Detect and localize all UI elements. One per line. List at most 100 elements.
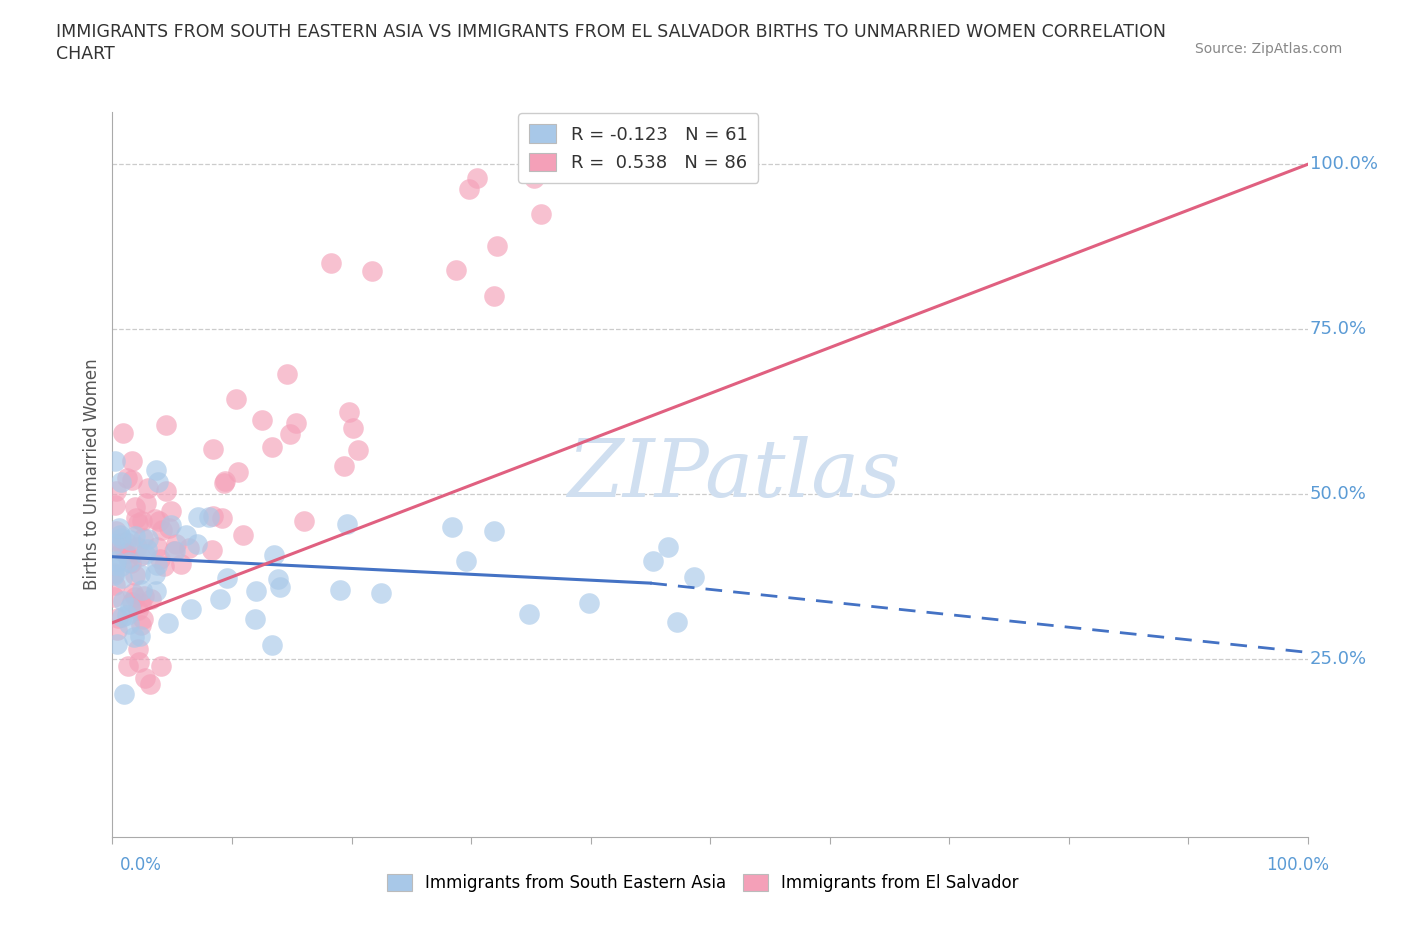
- Point: [146, 474, 169, 489]
- Point: [169, 557, 191, 572]
- Point: [482, 524, 505, 538]
- Point: [292, 514, 315, 529]
- Point: [148, 513, 170, 528]
- Point: [110, 530, 132, 545]
- Point: [104, 483, 127, 498]
- Point: [114, 545, 136, 560]
- Point: [135, 495, 157, 510]
- Point: [666, 615, 689, 630]
- Point: [112, 426, 135, 441]
- Point: [149, 551, 172, 566]
- Point: [457, 182, 479, 197]
- Legend: Immigrants from South Eastern Asia, Immigrants from El Salvador: Immigrants from South Eastern Asia, Immi…: [381, 867, 1025, 898]
- Legend: R = -0.123   N = 61, R =  0.538   N = 86: R = -0.123 N = 61, R = 0.538 N = 86: [519, 113, 758, 183]
- Point: [159, 503, 181, 518]
- Text: CHART: CHART: [56, 45, 115, 62]
- Point: [643, 553, 665, 568]
- Point: [134, 671, 156, 685]
- Point: [139, 591, 162, 606]
- Point: [118, 617, 141, 631]
- Point: [124, 528, 146, 543]
- Point: [370, 586, 392, 601]
- Point: [104, 578, 127, 592]
- Point: [250, 412, 273, 427]
- Point: [136, 532, 159, 547]
- Point: [111, 610, 134, 625]
- Point: [127, 516, 149, 531]
- Point: [111, 539, 134, 554]
- Point: [115, 535, 138, 550]
- Point: [217, 571, 239, 586]
- Point: [361, 263, 384, 278]
- Point: [263, 548, 285, 563]
- Point: [465, 170, 488, 185]
- Point: [342, 420, 364, 435]
- Text: ZIPatlas: ZIPatlas: [567, 435, 901, 513]
- Point: [134, 547, 156, 562]
- Point: [337, 405, 360, 419]
- Point: [117, 658, 139, 673]
- Point: [197, 510, 219, 525]
- Point: [110, 559, 132, 574]
- Point: [136, 481, 159, 496]
- Point: [132, 612, 155, 627]
- Point: [336, 516, 359, 531]
- Point: [145, 583, 167, 598]
- Point: [260, 638, 283, 653]
- Point: [262, 440, 284, 455]
- Point: [578, 595, 600, 610]
- Point: [202, 442, 225, 457]
- Point: [146, 539, 169, 554]
- Point: [153, 558, 176, 573]
- Point: [103, 565, 125, 580]
- Point: [129, 595, 152, 610]
- Point: [105, 637, 128, 652]
- Point: [276, 366, 298, 381]
- Point: [156, 616, 179, 631]
- Point: [136, 541, 159, 556]
- Point: [269, 579, 291, 594]
- Y-axis label: Births to Unmarried Women: Births to Unmarried Women: [83, 358, 101, 591]
- Point: [232, 527, 254, 542]
- Point: [127, 642, 149, 657]
- Point: [266, 571, 288, 586]
- Point: [124, 590, 146, 604]
- Point: [118, 600, 141, 615]
- Point: [104, 454, 127, 469]
- Point: [177, 540, 200, 555]
- Point: [107, 521, 129, 536]
- Point: [107, 611, 129, 626]
- Text: 100.0%: 100.0%: [1265, 856, 1329, 873]
- Point: [200, 543, 222, 558]
- Point: [165, 544, 187, 559]
- Point: [131, 513, 153, 528]
- Point: [482, 288, 505, 303]
- Point: [139, 677, 162, 692]
- Point: [111, 544, 134, 559]
- Point: [124, 567, 146, 582]
- Point: [211, 511, 233, 525]
- Point: [132, 589, 155, 604]
- Point: [347, 443, 370, 458]
- Point: [278, 427, 301, 442]
- Point: [103, 537, 125, 551]
- Point: [112, 593, 135, 608]
- Point: [124, 630, 146, 644]
- Point: [143, 512, 166, 526]
- Point: [104, 553, 127, 568]
- Point: [145, 566, 167, 581]
- Point: [456, 553, 478, 568]
- Point: [124, 499, 146, 514]
- Text: 75.0%: 75.0%: [1310, 320, 1367, 339]
- Point: [104, 558, 127, 573]
- Point: [208, 591, 231, 606]
- Point: [128, 549, 150, 564]
- Point: [105, 622, 128, 637]
- Point: [121, 472, 143, 487]
- Point: [285, 416, 308, 431]
- Point: [319, 256, 342, 271]
- Point: [118, 554, 141, 569]
- Point: [104, 524, 127, 538]
- Point: [129, 566, 152, 581]
- Point: [103, 590, 125, 604]
